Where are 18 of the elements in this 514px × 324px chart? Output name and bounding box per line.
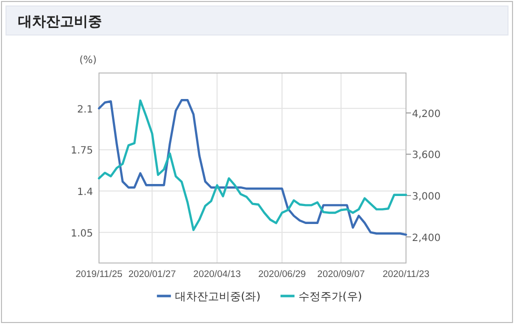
x-tick-label: 2020/11/23 — [382, 269, 430, 280]
y2-tick-label: 4,200 — [412, 108, 441, 120]
x-tick-label: 2019/11/25 — [76, 269, 122, 280]
y-tick-label: 1.4 — [77, 187, 93, 198]
legend-label: 대차잔고비중(좌) — [174, 290, 260, 303]
legend-label: 수정주가(우) — [298, 290, 362, 303]
x-tick-label: 2020/04/13 — [193, 269, 241, 280]
y-tick-label: 1.75 — [70, 146, 93, 157]
x-tick-label: 2020/06/29 — [258, 269, 306, 280]
y2-tick-label: 3,000 — [412, 192, 441, 203]
x-tick-label: 2020/01/27 — [128, 269, 176, 280]
y-axis-title: (%) — [79, 55, 97, 66]
y-tick-label: 2.1 — [77, 104, 93, 116]
y2-tick-label: 2,400 — [412, 232, 441, 244]
y2-tick-label: 3,600 — [412, 150, 441, 162]
y-tick-label: 1.05 — [70, 228, 93, 240]
chart-title: 대차잔고비중 — [18, 14, 102, 30]
x-tick-label: 2020/09/07 — [317, 269, 365, 280]
